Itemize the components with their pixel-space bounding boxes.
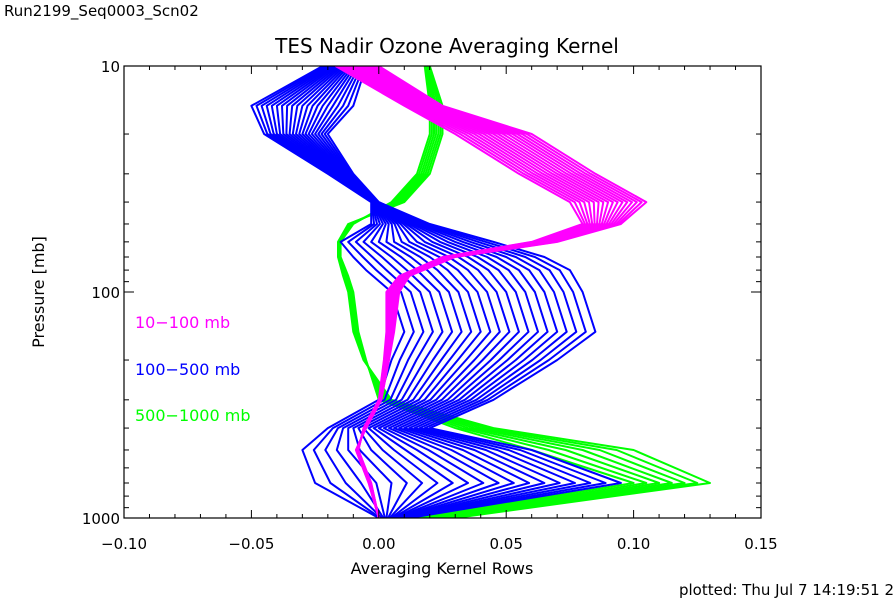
- plotted-timestamp: plotted: Thu Jul 7 14:19:51 2: [679, 581, 894, 599]
- legend-label-10-100: 10−100 mb: [135, 313, 230, 332]
- x-axis-label: Averaging Kernel Rows: [351, 559, 534, 578]
- legend: 10−100 mb 100−500 mb 500−1000 mb: [135, 313, 251, 425]
- x-tick-label: −0.05: [228, 535, 274, 553]
- x-tick-label: 0.05: [489, 535, 522, 553]
- y-tick-label: 1000: [82, 510, 120, 528]
- y-tick-label: 10: [101, 58, 120, 76]
- y-axis-label: Pressure [mb]: [29, 236, 48, 348]
- y-tick-label: 100: [91, 284, 120, 302]
- series-layer: [251, 66, 710, 518]
- legend-label-100-500: 100−500 mb: [135, 360, 240, 379]
- legend-label-500-1000: 500−1000 mb: [135, 406, 251, 425]
- x-tick-label: −0.10: [101, 535, 147, 553]
- x-tick-label: 0.15: [744, 535, 777, 553]
- x-tick-label: 0.00: [362, 535, 395, 553]
- x-tick-label: 0.10: [617, 535, 650, 553]
